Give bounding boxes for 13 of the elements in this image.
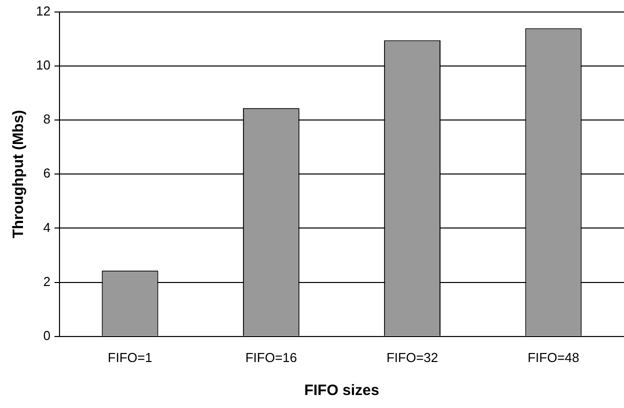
x-axis-title: FIFO sizes — [304, 382, 380, 400]
y-tick-label: 2 — [43, 274, 50, 289]
y-tick-label: 0 — [43, 328, 50, 343]
x-tick-label: FIFO=1 — [108, 350, 152, 365]
y-tick-label: 12 — [36, 3, 50, 18]
y-tick-label: 4 — [43, 220, 50, 235]
y-tick-label: 6 — [43, 166, 50, 181]
y-axis-title: Throughput (Mbs) — [10, 110, 28, 238]
x-tick-label: FIFO=16 — [245, 350, 297, 365]
x-tick-label: FIFO=32 — [386, 350, 438, 365]
x-tick-label: FIFO=48 — [528, 350, 580, 365]
y-tick-label: 8 — [43, 112, 50, 127]
y-tick-label: 10 — [36, 57, 50, 72]
